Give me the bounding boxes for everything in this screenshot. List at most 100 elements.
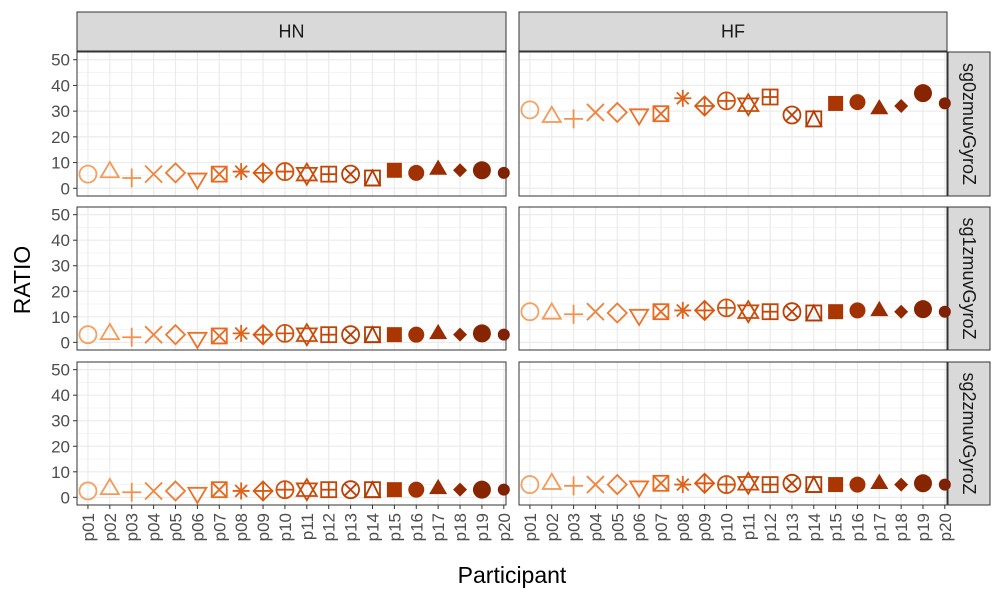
point-p18 bbox=[894, 99, 909, 113]
row-strip-label: sg1zmuvGyroZ bbox=[959, 217, 979, 339]
point-p02 bbox=[541, 301, 563, 320]
point-p19 bbox=[913, 474, 932, 493]
point-p14 bbox=[363, 480, 382, 499]
y-axis-title: RATIO bbox=[9, 246, 35, 315]
point-p20 bbox=[497, 328, 510, 341]
point-p20 bbox=[938, 97, 951, 110]
point-p08 bbox=[674, 301, 692, 319]
point-p05 bbox=[606, 101, 629, 124]
y-tick-label: 0 bbox=[61, 179, 70, 198]
y-tick-label: 20 bbox=[51, 128, 70, 147]
point-p16 bbox=[408, 164, 425, 181]
x-tick-label: p19 bbox=[473, 513, 492, 541]
panel-hn-sg1zmuvgyroz bbox=[76, 206, 510, 351]
point-p07 bbox=[210, 481, 228, 499]
y-tick-label: 30 bbox=[51, 102, 70, 121]
point-p11 bbox=[295, 322, 319, 347]
point-p05 bbox=[164, 162, 187, 184]
y-tick-label: 10 bbox=[51, 463, 70, 482]
panel-border bbox=[76, 361, 507, 506]
x-tick-label: p12 bbox=[320, 513, 339, 541]
point-p01 bbox=[520, 475, 540, 494]
point-p06 bbox=[628, 108, 650, 127]
x-tick-label: p17 bbox=[870, 513, 889, 541]
x-tick-label: p05 bbox=[166, 513, 185, 541]
row-strip-sg1zmuvgyroz bbox=[947, 206, 991, 351]
point-p07 bbox=[210, 327, 228, 345]
y-tick-label: 20 bbox=[51, 282, 70, 301]
point-p09 bbox=[693, 299, 716, 322]
x-tick-label: p12 bbox=[761, 513, 780, 541]
point-p02 bbox=[541, 105, 563, 123]
y-tick-label: 40 bbox=[51, 231, 70, 250]
x-tick-label: p04 bbox=[145, 513, 164, 541]
point-p07 bbox=[210, 165, 228, 183]
point-p02 bbox=[99, 322, 121, 341]
point-p15 bbox=[828, 477, 844, 493]
point-p14 bbox=[804, 475, 823, 493]
point-p06 bbox=[186, 486, 208, 505]
x-tick-label: p19 bbox=[914, 513, 933, 541]
point-p16 bbox=[849, 302, 866, 319]
x-tick-label: p20 bbox=[936, 513, 955, 541]
y-tick-label: 0 bbox=[61, 488, 70, 507]
panel-hf-sg0zmuvgyroz bbox=[518, 51, 951, 197]
column-strip-hf bbox=[518, 11, 948, 52]
point-p12 bbox=[320, 326, 338, 344]
point-p11 bbox=[736, 92, 760, 117]
x-tick-label: p07 bbox=[210, 513, 229, 541]
point-p16 bbox=[408, 326, 425, 343]
point-p08 bbox=[232, 324, 250, 342]
point-p16 bbox=[849, 476, 866, 493]
point-p19 bbox=[472, 161, 491, 180]
column-strip-hn bbox=[76, 11, 507, 52]
panel-hn-sg0zmuvgyroz bbox=[76, 51, 510, 197]
point-p03 bbox=[122, 482, 142, 502]
row-strip-sg2zmuvgyroz bbox=[947, 361, 991, 506]
point-p15 bbox=[828, 304, 844, 320]
point-p09 bbox=[693, 472, 716, 495]
point-p18 bbox=[894, 304, 909, 319]
point-p06 bbox=[628, 480, 650, 499]
point-p04 bbox=[144, 165, 163, 184]
x-tick-label: p01 bbox=[521, 513, 540, 541]
point-p20 bbox=[497, 166, 510, 179]
x-tick-label: p14 bbox=[363, 513, 382, 541]
point-p12 bbox=[761, 88, 779, 106]
point-p02 bbox=[541, 472, 563, 490]
point-p11 bbox=[736, 299, 760, 324]
point-p09 bbox=[693, 95, 716, 117]
point-p08 bbox=[232, 163, 250, 181]
point-p05 bbox=[606, 473, 629, 496]
point-p10 bbox=[717, 475, 736, 494]
point-p02 bbox=[99, 160, 121, 179]
panel-border bbox=[518, 51, 948, 197]
point-p15 bbox=[386, 482, 402, 498]
x-tick-label: p06 bbox=[630, 513, 649, 541]
x-tick-label: p13 bbox=[342, 513, 361, 541]
point-p10 bbox=[717, 298, 736, 318]
y-tick-label: 10 bbox=[51, 308, 70, 327]
point-p02 bbox=[99, 477, 121, 496]
x-tick-label: p14 bbox=[805, 513, 824, 541]
point-p15 bbox=[386, 327, 402, 343]
point-p01 bbox=[78, 325, 98, 345]
point-p01 bbox=[520, 302, 540, 322]
point-p20 bbox=[497, 483, 510, 496]
y-tick-label: 30 bbox=[51, 412, 70, 431]
point-p03 bbox=[564, 476, 584, 496]
point-p19 bbox=[472, 480, 491, 499]
x-tick-label: p03 bbox=[123, 513, 142, 541]
point-p13 bbox=[782, 473, 802, 493]
column-strip-label: HN bbox=[279, 22, 305, 42]
x-tick-label: p18 bbox=[451, 513, 470, 541]
point-p14 bbox=[804, 303, 823, 322]
point-p13 bbox=[782, 302, 802, 322]
point-p03 bbox=[564, 304, 584, 324]
y-tick-label: 50 bbox=[51, 51, 70, 70]
point-p14 bbox=[363, 168, 382, 187]
y-tick-label: 40 bbox=[51, 386, 70, 405]
x-tick-label: p08 bbox=[232, 513, 251, 541]
x-tick-label: p04 bbox=[586, 513, 605, 541]
